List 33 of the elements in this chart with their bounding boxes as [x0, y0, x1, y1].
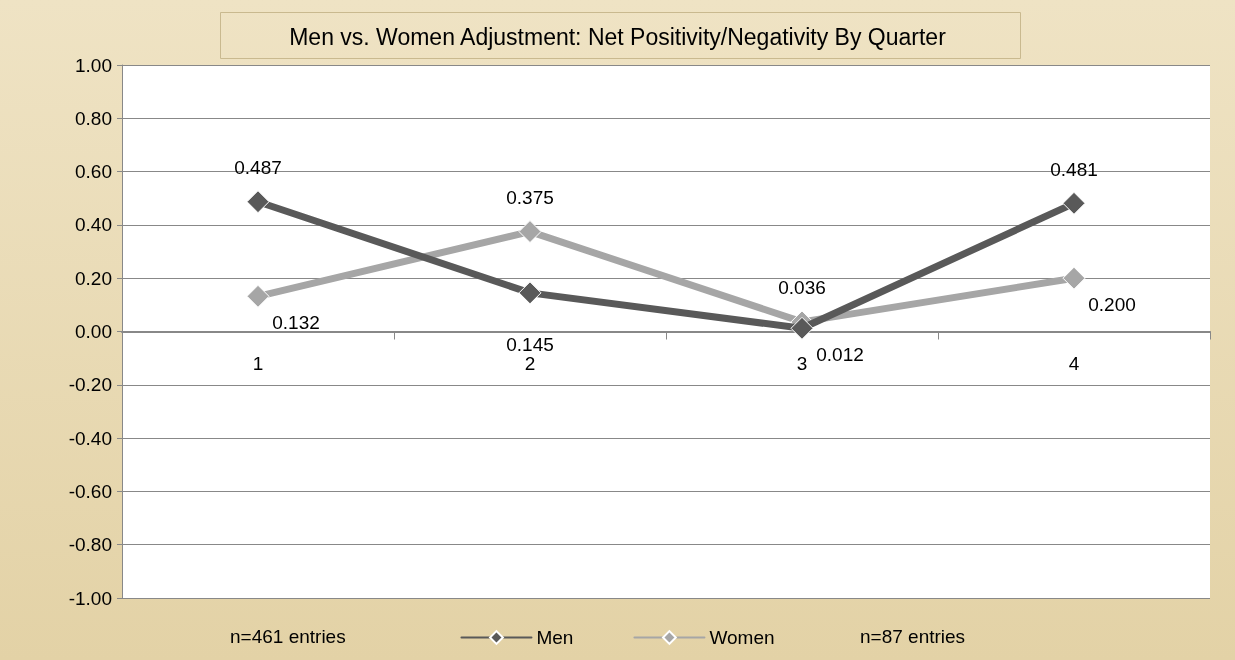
data-label: 0.200	[1088, 293, 1136, 315]
data-label: 0.132	[272, 311, 320, 333]
y-tick-label: 0.80	[75, 107, 112, 129]
chart-title: Men vs. Women Adjustment: Net Positivity/Negativity By Quarter	[289, 23, 947, 50]
y-tick-label: -0.60	[68, 480, 112, 502]
y-tick-label: -0.40	[68, 427, 112, 449]
data-label: 0.012	[816, 343, 864, 365]
point	[518, 220, 542, 244]
point	[1062, 191, 1086, 215]
y-tick-label: 0.60	[75, 161, 112, 183]
point	[518, 281, 542, 305]
point	[1062, 266, 1086, 290]
point	[246, 284, 270, 308]
x-tick-label: 1	[252, 352, 264, 374]
y-tick-label: 0.00	[75, 321, 112, 342]
y-tick-label: -0.20	[68, 374, 112, 396]
x-tick-label: 3	[796, 352, 808, 374]
point	[790, 316, 814, 340]
legend-label: Women	[709, 627, 775, 648]
legend-label: Men	[536, 627, 574, 648]
y-tick-label: 0.20	[75, 267, 112, 289]
y-tick-label: 0.40	[75, 214, 112, 236]
text: n=87 entries	[860, 626, 966, 647]
y-tick-label: -1.00	[68, 587, 112, 609]
y-tick-label: -0.80	[68, 534, 112, 556]
data-label: 0.375	[506, 187, 554, 209]
data-label: 0.487	[234, 157, 282, 179]
y-tick-label: 1.00	[75, 54, 112, 76]
point	[246, 190, 270, 214]
x-tick-label: 4	[1068, 352, 1080, 374]
data-label: 0.481	[1050, 158, 1098, 180]
data-label: 0.036	[778, 277, 826, 299]
text: n=461 entries	[230, 626, 346, 647]
